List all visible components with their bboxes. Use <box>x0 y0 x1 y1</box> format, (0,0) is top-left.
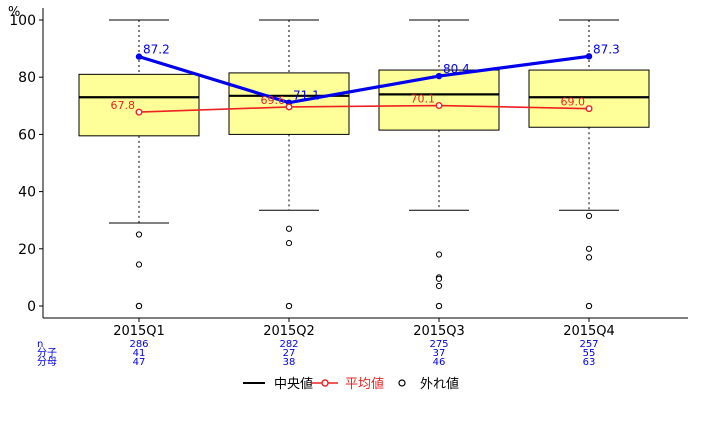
series-data-label-mean: 70.1 <box>411 93 436 106</box>
series-line-mean <box>138 104 590 113</box>
legend-median-label: 中央値 <box>274 376 313 392</box>
legend-mean-swatch-point <box>321 379 329 387</box>
outlier-point <box>585 302 593 310</box>
box-iqr <box>378 69 500 131</box>
outlier-point <box>285 302 293 310</box>
count-table-cell: 46 <box>433 357 446 368</box>
series-point-blue <box>435 72 443 80</box>
outlier-point <box>435 302 443 310</box>
y-tick-label: 80 <box>18 70 36 86</box>
y-tick-label: 40 <box>18 185 36 201</box>
series-point-blue <box>135 53 143 60</box>
outlier-point <box>435 251 443 258</box>
count-table-row-label: n <box>37 339 43 350</box>
y-tick-label: 60 <box>18 127 36 143</box>
count-table-cell: 38 <box>283 357 296 368</box>
series-data-label-mean: 67.8 <box>111 99 136 112</box>
count-table-cell: 37 <box>433 348 446 359</box>
x-tick-label: 2015Q1 <box>113 324 165 339</box>
x-tick-label: 2015Q2 <box>263 324 315 339</box>
outlier-point <box>285 239 293 247</box>
count-table-cell: 55 <box>583 348 596 359</box>
count-table-cell: 275 <box>429 339 448 350</box>
series-data-label-blue: 71.1 <box>293 89 320 103</box>
count-table-cell: 257 <box>579 339 598 350</box>
series-data-label-blue: 80.4 <box>443 62 470 76</box>
count-table-cell: 63 <box>583 357 596 368</box>
box-iqr <box>78 73 200 137</box>
outlier-point <box>435 275 443 282</box>
y-tick-label: 20 <box>18 242 36 258</box>
x-tick-label: 2015Q3 <box>413 324 465 339</box>
y-tick-label: 100 <box>9 13 36 29</box>
series-point-blue <box>585 53 593 60</box>
outlier-point <box>135 231 143 238</box>
box-iqr <box>528 69 650 128</box>
outlier-point <box>585 212 593 220</box>
count-table-cell: 41 <box>133 348 146 359</box>
outlier-point <box>585 245 593 252</box>
series-point-mean <box>435 102 443 110</box>
outlier-point <box>585 254 593 261</box>
count-table-cell: 282 <box>279 339 298 350</box>
count-table-cell: 286 <box>129 339 148 350</box>
outlier-point <box>135 261 143 268</box>
count-table-cell: 47 <box>133 357 146 368</box>
series-point-mean <box>285 103 293 111</box>
legend-outlier-swatch <box>398 379 406 387</box>
outlier-point <box>285 225 293 232</box>
count-table-cell: 27 <box>283 348 296 359</box>
series-data-label-blue: 87.3 <box>593 42 620 56</box>
y-tick-label: 0 <box>27 299 36 315</box>
x-tick-label: 2015Q4 <box>563 324 615 339</box>
series-data-label-blue: 87.2 <box>143 43 170 57</box>
series-data-label-mean: 69.6 <box>261 94 286 107</box>
outlier-point <box>435 282 443 290</box>
series-point-mean <box>135 108 143 116</box>
series-data-label-mean: 69.0 <box>561 96 586 109</box>
outlier-point <box>135 302 143 310</box>
legend-outlier-label: 外れ値 <box>420 376 459 392</box>
series-line-blue <box>138 54 590 105</box>
y-unit-label: % <box>8 5 20 20</box>
count-table-row-label: 分子 <box>37 347 57 359</box>
legend-mean-label: 平均値 <box>345 376 384 392</box>
count-table-row-label: 分母 <box>37 356 57 368</box>
series-point-mean <box>585 105 593 113</box>
